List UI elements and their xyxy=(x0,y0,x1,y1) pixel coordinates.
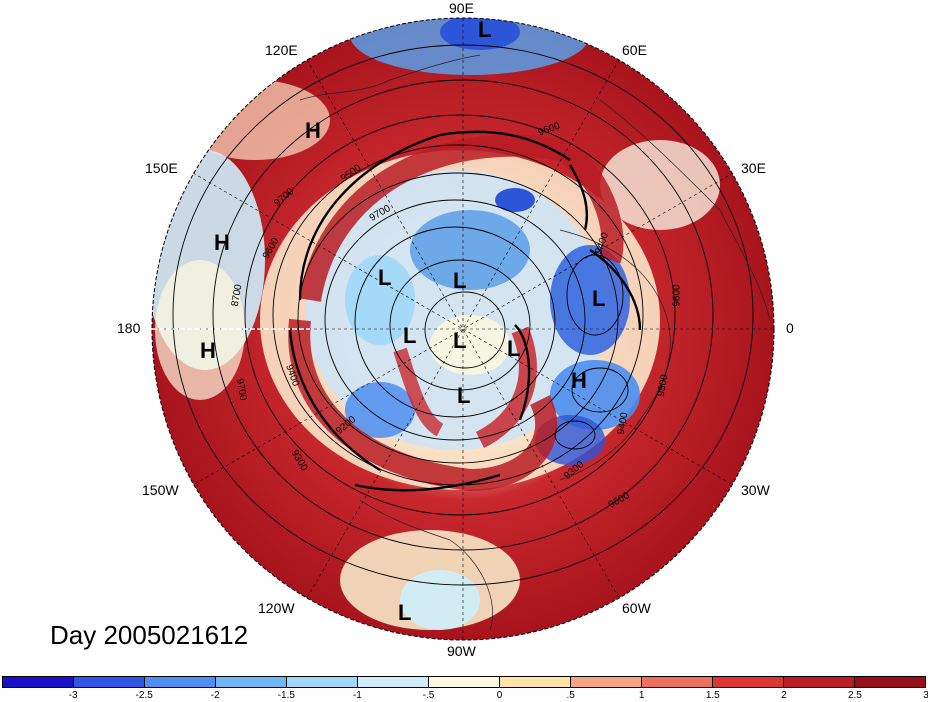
colorbar-tick-label: -1.5 xyxy=(277,690,295,701)
colorbar-segment xyxy=(642,677,713,687)
lon-label-180: 180 xyxy=(117,320,141,336)
colorbar-segment xyxy=(500,677,571,687)
high-marker: H xyxy=(200,338,216,363)
colorbar-segment xyxy=(855,677,925,687)
lon-label-60e: 60E xyxy=(622,42,647,58)
colorbar-tick-label: -1 xyxy=(352,690,362,701)
colorbar-segment xyxy=(429,677,500,687)
coastlines xyxy=(299,54,771,631)
lon-label-0: 0 xyxy=(786,320,794,336)
high-marker: H xyxy=(571,368,587,393)
lon-label-120w: 120W xyxy=(258,600,295,616)
colorbar-tick-label: .5 xyxy=(566,690,575,701)
low-marker: L xyxy=(398,600,412,625)
colorbar-segment xyxy=(571,677,642,687)
colorbar-tick-label: -2.5 xyxy=(135,690,153,701)
low-marker: L xyxy=(507,336,521,361)
low-marker: L xyxy=(478,17,492,42)
colorbar-segment xyxy=(145,677,216,687)
colorbar-segment xyxy=(74,677,145,687)
colorbar-segment xyxy=(358,677,429,687)
colorbar-tick-label: -3 xyxy=(68,690,78,701)
colorbar-tick-label: 1.5 xyxy=(705,690,720,701)
colorbar-tick-label: -2 xyxy=(210,690,220,701)
height-contours xyxy=(172,44,754,586)
colorbar-segment xyxy=(3,677,74,687)
lon-label-150e: 150E xyxy=(145,160,178,176)
lon-label-150w: 150W xyxy=(142,482,179,498)
low-marker: L xyxy=(457,383,471,408)
jet-contours xyxy=(288,130,642,492)
colorbar-tick-label: 3 xyxy=(923,690,928,701)
colorbar xyxy=(2,676,926,688)
day-label: Day 2005021612 xyxy=(50,620,249,650)
meridians xyxy=(152,18,774,640)
low-marker: L xyxy=(378,265,392,290)
lon-label-60w: 60W xyxy=(622,600,651,616)
colorbar-segment xyxy=(287,677,358,687)
colorbar-tick-label: 0 xyxy=(496,690,503,701)
high-marker: H xyxy=(214,230,230,255)
colorbar-tick-label: 1 xyxy=(638,690,645,701)
low-marker: L xyxy=(403,323,417,348)
colorbar-tick-label: 2.5 xyxy=(847,690,862,701)
high-marker: H xyxy=(305,118,321,143)
colorbar-segment xyxy=(216,677,287,687)
lon-label-30w: 30W xyxy=(741,482,770,498)
contour-label: 9600 xyxy=(671,284,683,307)
lon-label-90w: 90W xyxy=(447,643,476,659)
lon-label-120e: 120E xyxy=(265,42,298,58)
low-marker: L xyxy=(592,286,606,311)
colorbar-segment xyxy=(784,677,855,687)
colorbar-tick-label: -.5 xyxy=(422,690,435,701)
low-marker: L xyxy=(453,268,467,293)
low-marker: L xyxy=(453,328,467,353)
lon-label-90e: 90E xyxy=(449,0,474,16)
anomaly-field xyxy=(152,18,774,640)
colorbar-segment xyxy=(713,677,784,687)
lon-label-30e: 30E xyxy=(741,160,766,176)
colorbar-tick-label: 2 xyxy=(781,690,787,701)
